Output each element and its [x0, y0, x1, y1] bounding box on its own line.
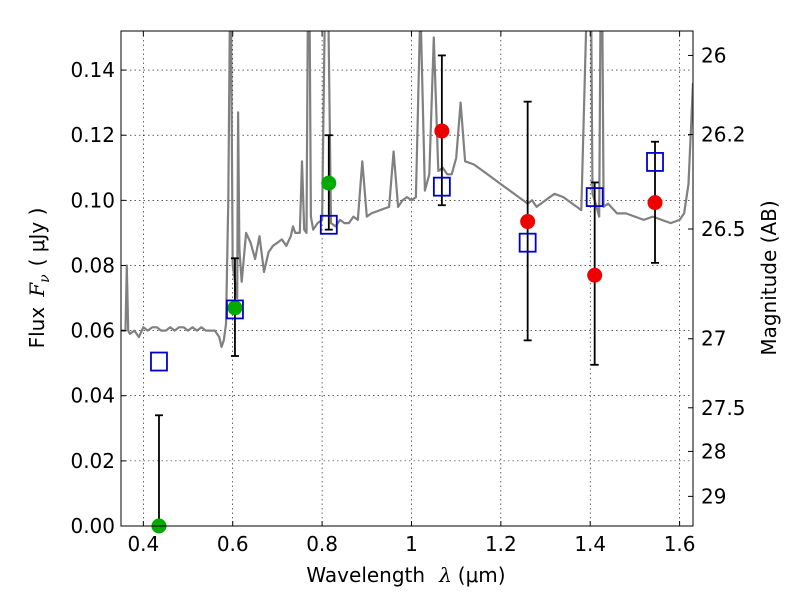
x-axis-label-unit: (μm) [458, 563, 506, 587]
right-tick-label: 26.2 [701, 123, 746, 147]
x-tick-label: 1.6 [664, 532, 696, 556]
red-point [434, 123, 450, 139]
y-axis: 0.00 0.02 0.04 0.06 0.08 0.10 0.12 0.14 [70, 58, 126, 538]
x-axis-label-text: Wavelength [306, 563, 425, 587]
y-tick-label: 0.02 [70, 449, 115, 473]
right-tick-label: 27 [701, 327, 726, 351]
open-box-point [585, 187, 604, 207]
red-point [647, 195, 663, 211]
data-marks [121, 31, 693, 348]
open-box-point [646, 152, 664, 172]
x-axis-label-symbol: λ [438, 563, 452, 587]
x-tick-label: 0.8 [306, 532, 338, 556]
y-tick-label: 0.04 [70, 384, 115, 408]
open-box-point [518, 232, 537, 253]
y-tick-label: 0.00 [70, 514, 115, 538]
y-axis-label: Flux Fν ( μJy ) [25, 208, 53, 349]
y-axis-label-unit: ( μJy ) [25, 208, 49, 267]
grid [121, 31, 693, 527]
x-tick-label: 1.4 [574, 532, 606, 556]
y-tick-label: 0.10 [70, 188, 115, 212]
y-axis-label-sub: ν [37, 274, 53, 283]
x-tick-label: 0.6 [217, 532, 249, 556]
right-tick-label: 26.5 [701, 217, 746, 241]
y-axis-label-symbol: F [25, 282, 49, 298]
plot-background [121, 31, 693, 526]
open-box-point [432, 176, 451, 197]
right-tick-label: 29 [701, 484, 726, 508]
x-tick-label: 1.2 [485, 532, 517, 556]
right-tick-label: 26 [701, 43, 726, 67]
open-box-point [319, 214, 338, 235]
red-point [520, 214, 536, 230]
data-points [150, 123, 664, 534]
y-tick-label: 0.12 [70, 123, 115, 147]
open-box-point [226, 299, 244, 320]
right-tick-label: 28 [701, 439, 726, 463]
x-tick-label: 0.4 [127, 532, 159, 556]
x-axis-label: Wavelength λ (μm) [306, 563, 505, 587]
y-tick-label: 0.08 [70, 253, 115, 277]
green-point [227, 300, 243, 316]
plot-frame [120, 30, 694, 527]
y-tick-label: 0.06 [70, 319, 115, 343]
open-box-point [150, 351, 168, 372]
x-tick-label: 1 [405, 532, 418, 556]
model-spectrum-line [121, 31, 693, 348]
y-tick-label: 0.14 [70, 58, 115, 82]
x-axis: 0.4 0.6 0.8 1 1.2 1.4 1.6 [127, 31, 696, 556]
y-axis-label-text: Flux [25, 307, 49, 349]
right-axis-label: Magnitude (AB) [757, 200, 781, 355]
right-axis: 26 26.2 26.5 27 27.5 28 29 [688, 43, 746, 508]
red-point [587, 267, 603, 283]
right-tick-label: 27.5 [701, 396, 746, 420]
green-point [321, 175, 337, 191]
